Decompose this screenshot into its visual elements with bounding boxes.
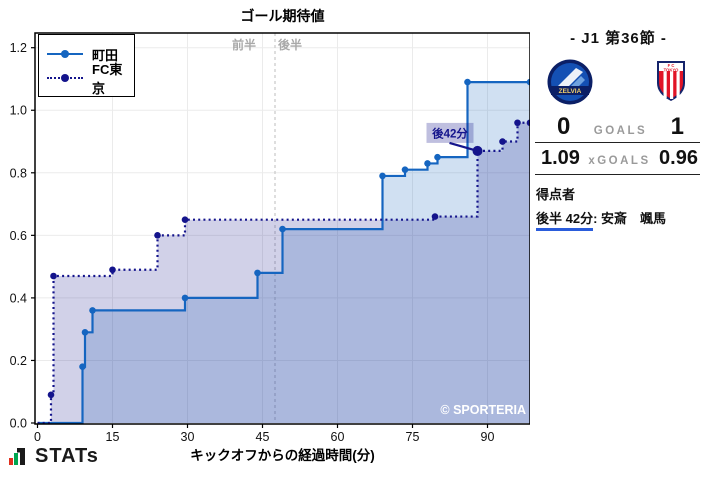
svg-text:0.0: 0.0: [10, 417, 27, 431]
legend-label-home: 町田: [92, 47, 119, 63]
svg-text:0.2: 0.2: [10, 354, 27, 368]
scorer-separator: :: [593, 211, 602, 226]
scorers-heading: 得点者: [536, 187, 576, 202]
sporteria-watermark: © SPORTERIA: [440, 403, 526, 417]
away-goals: 1: [670, 113, 684, 140]
svg-text:30: 30: [181, 430, 195, 444]
svg-text:0.6: 0.6: [10, 229, 27, 243]
match-info-panel: - J1 第36節 - ZELVIA F C TOKYO 0 GOALS 1: [530, 0, 707, 479]
axis-ticks: 0 15 30 45 60 75 90 0.0 0.2 0.4 0.6 0.8 1.0 1.2: [10, 41, 495, 444]
home-crest-text: ZELVIA: [559, 88, 582, 95]
svg-text:0.4: 0.4: [10, 291, 27, 305]
svg-text:75: 75: [406, 430, 420, 444]
home-xgoals: 1.09: [541, 147, 580, 169]
away-crest-text-fc: F C: [668, 63, 675, 68]
svg-text:45: 45: [256, 430, 270, 444]
second-half-label: 後半: [278, 37, 302, 52]
home-goals: 0: [557, 113, 571, 140]
away-team-crest-fc-tokyo: F C TOKYO: [657, 61, 685, 101]
svg-text:90: 90: [481, 430, 495, 444]
goals-row: 0 GOALS 1: [535, 113, 700, 143]
scorer-time: 後半 42分: [536, 208, 594, 231]
away-line-sample: [47, 73, 83, 83]
stats-logo: STATs: [8, 445, 99, 468]
svg-text:0.8: 0.8: [10, 166, 27, 180]
series-line-0: [37, 81, 530, 425]
legend-label-away: FC東京: [92, 62, 123, 96]
series-fill-0: [37, 82, 530, 424]
goal-annotation-box: [426, 122, 474, 143]
goals-label: GOALS: [593, 125, 648, 137]
chart-legend: 町田 FC東京: [38, 34, 135, 97]
series-markers-1: [47, 119, 534, 399]
away-crest-text-tokyo: TOKYO: [664, 68, 680, 73]
x-axis-label: キックオフからの経過時間(分): [190, 448, 375, 463]
away-xgoals: 0.96: [659, 147, 698, 169]
svg-text:0: 0: [34, 430, 41, 444]
home-team-crest-machida-zelvia: ZELVIA: [547, 59, 593, 105]
series-markers-0: [79, 78, 534, 371]
legend-item-away: FC東京: [47, 62, 126, 96]
xgoals-row: 1.09 xGOALS 0.96: [535, 147, 700, 175]
svg-text:15: 15: [106, 430, 120, 444]
home-line-sample: [47, 49, 83, 59]
stats-logo-icon: [9, 447, 25, 465]
match-round-title: - J1 第36節 -: [570, 30, 667, 47]
svg-text:1.2: 1.2: [10, 41, 27, 55]
chart-title: ゴール期待値: [240, 8, 325, 24]
scorer-name: 安斎 颯馬: [601, 211, 667, 226]
scorer-entry: 後半 42分: 安斎 颯馬: [536, 208, 666, 231]
svg-text:1.0: 1.0: [10, 104, 27, 118]
stats-logo-text: STATs: [35, 445, 99, 467]
goal-annotation-pointer: [449, 141, 478, 152]
legend-item-home: 町田: [47, 42, 126, 66]
svg-text:60: 60: [331, 430, 345, 444]
series-fill-1: [37, 122, 530, 423]
xgoals-label: xGOALS: [588, 155, 651, 167]
first-half-label: 前半: [232, 37, 256, 52]
goal-annotation-label: 後42分: [432, 126, 468, 140]
xg-chart: ゴール期待値 前半 後半後42分 0 15 30 45 60 75 90 0.0 0.2 0.4 0.6…: [10, 8, 534, 463]
